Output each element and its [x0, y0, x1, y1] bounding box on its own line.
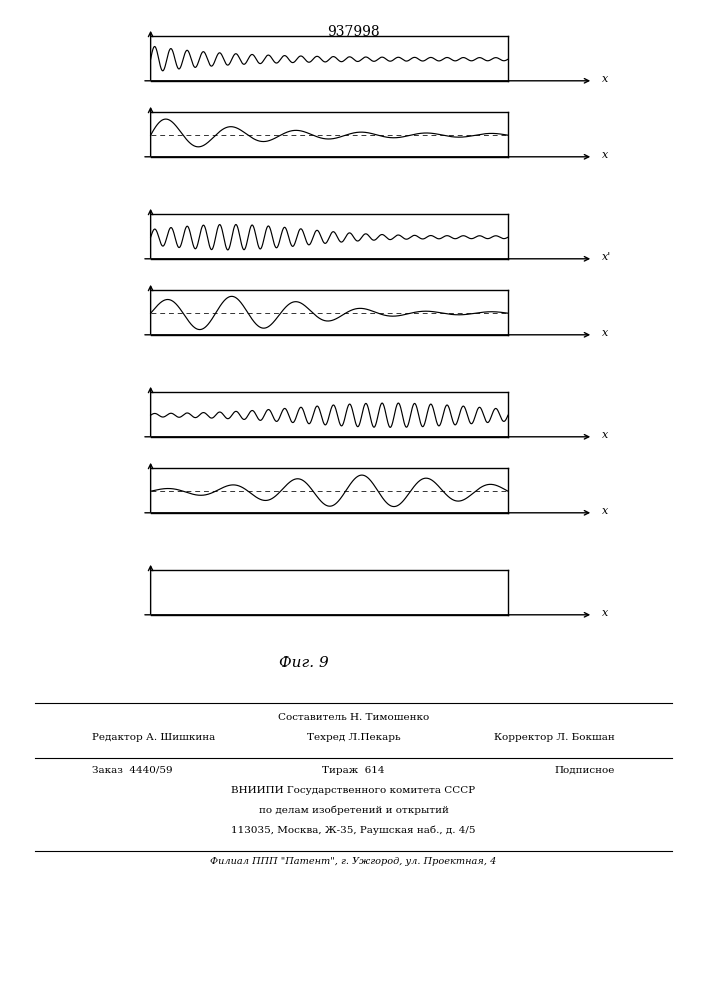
- Text: x: x: [602, 74, 608, 84]
- Text: x: x: [602, 328, 608, 338]
- Text: Корректор Л. Бокшан: Корректор Л. Бокшан: [494, 733, 615, 742]
- Text: x: x: [602, 506, 608, 516]
- Text: ВНИИПИ Государственного комитета СССР: ВНИИПИ Государственного комитета СССР: [231, 786, 476, 795]
- Text: Тираж  614: Тираж 614: [322, 766, 385, 775]
- Text: x: x: [602, 430, 608, 440]
- Text: Филиал ППП "Патент", г. Ужгород, ул. Проектная, 4: Филиал ППП "Патент", г. Ужгород, ул. Про…: [210, 857, 497, 866]
- Text: Заказ  4440/59: Заказ 4440/59: [92, 766, 173, 775]
- Text: Редактор А. Шишкина: Редактор А. Шишкина: [92, 733, 215, 742]
- Text: Фиг. 9: Фиг. 9: [279, 656, 329, 670]
- Text: 113035, Москва, Ж-35, Раушская наб., д. 4/5: 113035, Москва, Ж-35, Раушская наб., д. …: [231, 826, 476, 835]
- Text: x': x': [602, 252, 611, 262]
- Text: по делам изобретений и открытий: по делам изобретений и открытий: [259, 806, 448, 815]
- Text: x: x: [602, 608, 608, 618]
- Text: Составитель Н. Тимошенко: Составитель Н. Тимошенко: [278, 713, 429, 722]
- Text: Техред Л.Пекарь: Техред Л.Пекарь: [307, 733, 400, 742]
- Text: Подписное: Подписное: [555, 766, 615, 775]
- Text: x: x: [602, 150, 608, 160]
- Text: 937998: 937998: [327, 25, 380, 39]
